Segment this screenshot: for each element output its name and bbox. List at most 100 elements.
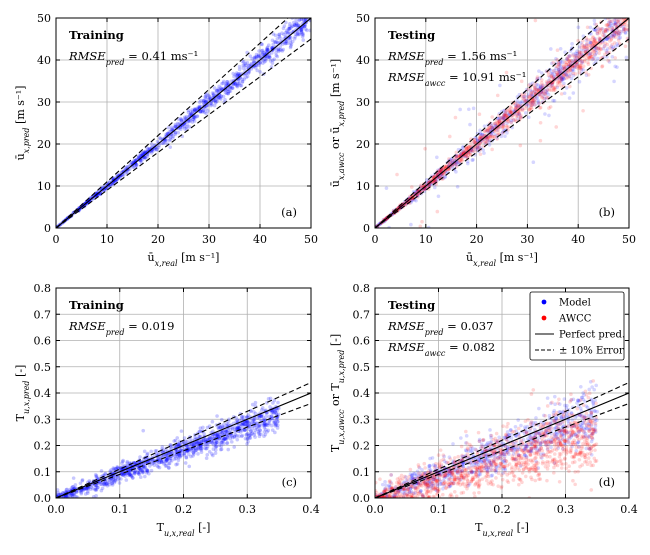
data-point-model: [503, 134, 507, 138]
data-point-model: [224, 91, 228, 95]
data-point-awcc: [534, 19, 538, 23]
data-point-model: [559, 47, 563, 51]
data-point-model: [572, 91, 576, 95]
data-point-model: [285, 30, 289, 34]
data-point-awcc: [571, 72, 575, 76]
data-point-awcc: [493, 122, 497, 126]
x-tick-label: 20: [470, 233, 484, 246]
y-tick-label: 50: [356, 12, 370, 25]
data-point-awcc: [493, 135, 497, 139]
data-point-model: [293, 35, 297, 39]
data-point-model: [218, 436, 222, 440]
data-point-awcc: [556, 48, 560, 52]
data-point-model: [245, 433, 249, 437]
x-axis-label: ūx,real​ [m s⁻¹]: [466, 251, 538, 268]
data-point-model: [76, 496, 80, 500]
data-point-awcc: [455, 494, 459, 498]
data-point-awcc: [568, 74, 572, 78]
data-point-awcc: [605, 43, 609, 47]
data-point-model: [79, 491, 83, 495]
data-point-awcc: [478, 439, 482, 443]
data-point-awcc: [491, 483, 495, 487]
data-point-model: [456, 185, 460, 189]
annotation-title: Testing: [388, 28, 435, 42]
data-point-model: [180, 429, 184, 433]
data-point-model: [221, 424, 225, 428]
data-point-model: [72, 476, 76, 480]
y-tick-label: 0.4: [34, 387, 52, 400]
data-point-model: [478, 129, 482, 133]
data-point-model: [266, 45, 270, 49]
data-point-model: [437, 195, 441, 199]
data-point-model: [458, 108, 462, 112]
y-tick-label: 30: [356, 96, 370, 109]
data-point-model: [205, 456, 209, 460]
data-point-model: [266, 424, 270, 428]
data-point-model: [56, 491, 60, 495]
data-point-model: [613, 65, 617, 69]
data-point-model: [620, 2, 624, 6]
data-point-awcc: [537, 102, 541, 106]
data-point-model: [616, 13, 620, 17]
data-point-model: [79, 481, 83, 485]
data-point-model: [191, 118, 195, 122]
data-point-awcc: [582, 44, 586, 48]
data-point-awcc: [585, 46, 589, 50]
data-point-awcc: [561, 74, 565, 78]
data-point-model: [145, 453, 149, 457]
data-point-model: [549, 445, 553, 449]
data-point-model: [578, 80, 582, 84]
data-point-awcc: [612, 13, 616, 17]
data-point-awcc: [624, 44, 628, 48]
data-point-model: [172, 439, 176, 443]
y-tick-label: 0.8: [34, 282, 52, 295]
y-tick-label: 0.5: [34, 361, 52, 374]
data-point-model: [258, 428, 262, 432]
data-point-awcc: [587, 62, 591, 66]
data-point-awcc: [621, 7, 625, 11]
data-point-awcc: [552, 471, 556, 475]
y-tick-label: 30: [37, 96, 51, 109]
data-point-model: [215, 414, 219, 418]
data-point-model: [95, 484, 99, 488]
data-point-awcc: [478, 112, 482, 116]
data-point-model: [284, 42, 288, 46]
data-point-awcc: [436, 210, 440, 214]
x-tick-label: 20: [151, 233, 165, 246]
data-point-model: [383, 480, 387, 484]
data-point-awcc: [560, 466, 564, 470]
x-tick-label: 50: [622, 233, 636, 246]
data-point-model: [208, 436, 212, 440]
data-point-awcc: [579, 51, 583, 55]
data-point-model: [208, 95, 212, 99]
data-point-awcc: [490, 115, 494, 119]
data-point-model: [206, 109, 210, 113]
data-point-awcc: [606, 23, 610, 27]
data-point-awcc: [551, 86, 555, 90]
data-point-awcc: [593, 448, 597, 452]
data-point-awcc: [423, 147, 427, 151]
data-point-model: [219, 97, 223, 101]
data-point-awcc: [472, 491, 476, 495]
data-point-awcc: [560, 92, 564, 96]
data-point-model: [547, 114, 551, 118]
y-tick-label: 50: [37, 12, 51, 25]
data-point-model: [149, 450, 153, 454]
data-point-awcc: [571, 54, 575, 58]
data-point-awcc: [489, 135, 493, 139]
data-point-model: [147, 472, 151, 476]
data-point-model: [519, 424, 523, 428]
data-point-model: [192, 451, 196, 455]
x-axis-label: ūx,real​ [m s⁻¹]: [148, 251, 220, 268]
data-point-model: [274, 54, 278, 58]
data-point-awcc: [533, 479, 537, 483]
y-tick-label: 0.1: [34, 466, 52, 479]
data-point-model: [271, 401, 275, 405]
x-tick-label: 0.4: [302, 503, 320, 516]
data-point-model: [431, 456, 435, 460]
data-point-awcc: [568, 85, 572, 89]
data-point-model: [173, 124, 177, 128]
data-point-model: [466, 162, 470, 166]
